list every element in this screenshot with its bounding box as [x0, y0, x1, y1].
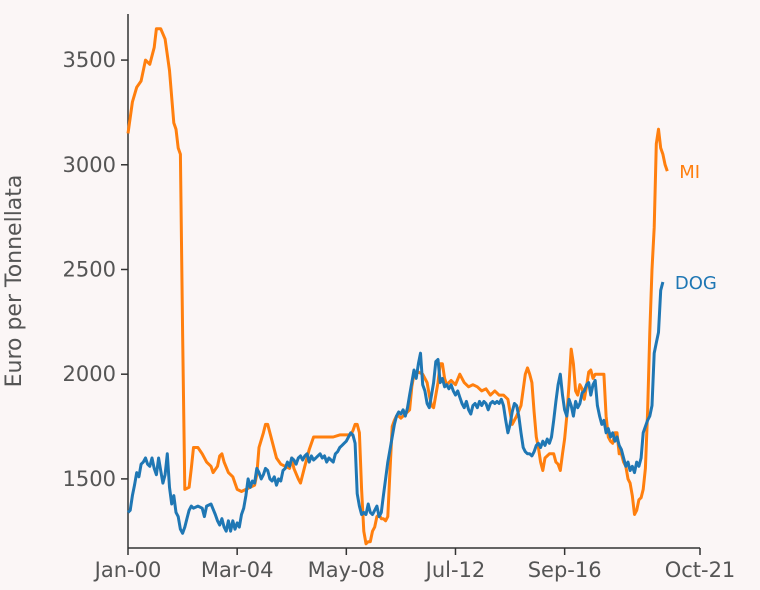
- y-axis: 1500 2000 2500 3000 3500: [63, 14, 129, 548]
- series-label-mi: MI: [679, 162, 700, 183]
- x-tick-label: Sep-16: [528, 558, 602, 582]
- y-tick-label: 3500: [63, 48, 116, 72]
- x-tick-label: Jul-12: [424, 558, 486, 582]
- y-tick-label: 2500: [63, 257, 116, 281]
- x-tick-label: Jan-00: [93, 558, 162, 582]
- series-labels: MI DOG: [675, 162, 717, 294]
- series-line-dog: [126, 281, 665, 535]
- series-layer: [126, 27, 669, 546]
- x-axis: Jan-00 Mar-04 May-08 Jul-12 Sep-16 Oct-21: [93, 547, 736, 582]
- y-axis-title: Euro per Tonnellata: [2, 175, 27, 388]
- series-line-mi: [126, 27, 669, 546]
- x-tick-label: May-08: [308, 558, 385, 582]
- series-label-dog: DOG: [675, 273, 717, 294]
- x-tick-label: Oct-21: [665, 558, 736, 582]
- x-tick-label: Mar-04: [201, 558, 274, 582]
- y-tick-label: 1500: [63, 467, 116, 491]
- y-tick-label: 3000: [63, 153, 116, 177]
- y-tick-label: 2000: [63, 362, 116, 386]
